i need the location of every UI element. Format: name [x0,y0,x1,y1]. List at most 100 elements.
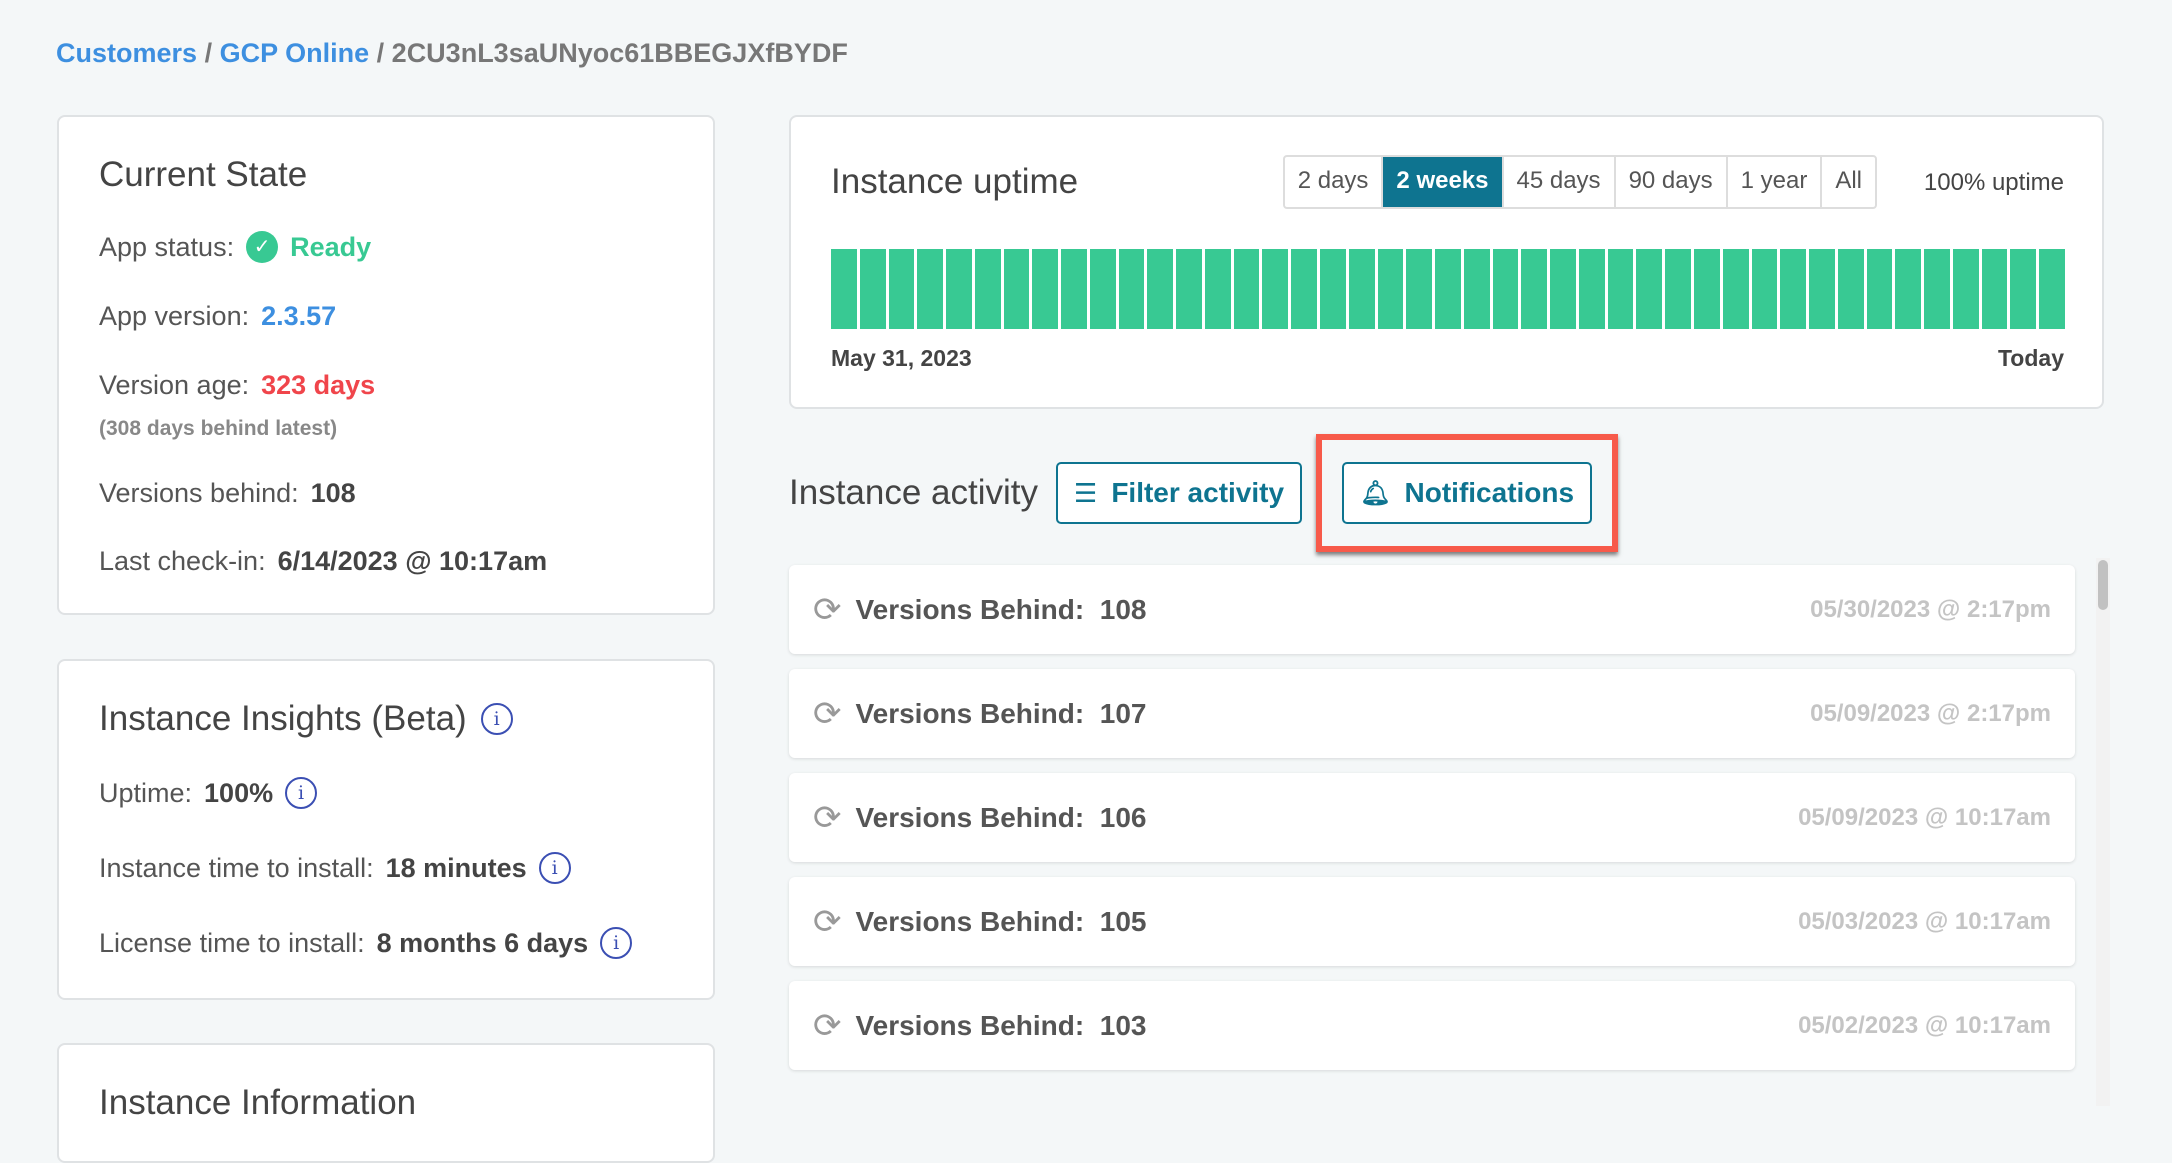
version-age-row: Version age: 323 days [99,370,375,401]
uptime-bar[interactable] [1262,249,1289,329]
uptime-bar[interactable] [1377,249,1404,329]
activity-item[interactable]: ⟳ Versions Behind: 106 05/09/2023 @ 10:17a… [789,773,2075,862]
tab-45-days[interactable]: 45 days [1504,157,1616,207]
label: License time to install: [99,927,365,958]
uptime-bar[interactable] [1952,249,1979,329]
uptime-bar[interactable] [1751,249,1778,329]
uptime-bar[interactable] [1895,249,1922,329]
activity-time: 05/09/2023 @ 10:17am [1798,803,2051,831]
uptime-bar[interactable] [1636,249,1663,329]
activity-item[interactable]: ⟳ Versions Behind: 108 05/30/2023 @ 2:17pm [789,565,2075,654]
uptime-bar[interactable] [1435,249,1461,329]
uptime-bar[interactable] [1061,249,1087,329]
tab-2-days[interactable]: 2 days [1285,157,1384,207]
notifications-button[interactable]: 🔔︎ Notifications [1342,462,1593,524]
uptime-bar[interactable] [1176,249,1202,329]
activity-item[interactable]: ⟳ Versions Behind: 105 05/03/2023 @ 10:17a… [789,877,2075,966]
tab-1-year[interactable]: 1 year [1728,157,1823,207]
bell-icon: 🔔︎ [1360,479,1391,507]
uptime-bar[interactable] [1118,249,1145,329]
tab-90-days[interactable]: 90 days [1616,157,1728,207]
label: Versions behind: [99,478,299,508]
activity-label-text: Versions Behind: [855,801,1085,833]
uptime-bar[interactable] [1348,249,1375,329]
uptime-bar[interactable] [1837,249,1864,329]
breadcrumb-app[interactable]: GCP Online [219,38,370,68]
tab-2-weeks[interactable]: 2 weeks [1383,157,1504,207]
filter-activity-button[interactable]: ☰ Filter activity [1056,462,1303,524]
uptime-bar[interactable] [888,249,915,329]
uptime-bar[interactable] [1521,249,1548,329]
uptime-bar[interactable] [1578,249,1605,329]
uptime-bar[interactable] [1550,249,1576,329]
versions-behind-value: 108 [310,478,356,508]
app-status-row: App status: ✓ Ready [99,231,371,263]
uptime-bar[interactable] [1032,249,1059,329]
card-title: Instance Insights (Beta) i [99,699,513,739]
scrollbar[interactable] [2096,558,2110,1106]
uptime-bar[interactable] [1780,249,1807,329]
sliders-icon: ☰ [1074,477,1098,508]
refresh-icon: ⟳ [813,1006,842,1045]
uptime-bar[interactable] [2010,249,2037,329]
label: Uptime: [99,777,193,808]
activity-title: Instance activity [789,473,1038,512]
instance-install-row: Instance time to install: 18 minutes i [99,852,571,884]
label: Last check-in: [99,546,266,576]
uptime-bar[interactable] [1291,249,1318,329]
uptime-bar[interactable] [946,249,972,329]
refresh-icon: ⟳ [813,590,842,629]
uptime-bar[interactable] [1607,249,1634,329]
instance-information-card: Instance Information [57,1043,715,1163]
activity-value: 107 [1099,697,1147,729]
app-version-row: App version: 2.3.57 [99,301,336,332]
breadcrumb: Customers / GCP Online / 2CU3nL3saUNyoc6… [56,38,848,69]
uptime-bar[interactable] [1003,249,1030,329]
uptime-bar[interactable] [1320,249,1346,329]
label: Version age: [99,370,250,400]
uptime-bar[interactable] [1147,249,1174,329]
uptime-bar[interactable] [1233,249,1260,329]
scrollbar-thumb[interactable] [2098,560,2108,610]
uptime-range-tabs: 2 days 2 weeks 45 days 90 days 1 year All [1282,155,1877,209]
current-state-card: Current State App status: ✓ Ready App ve… [57,115,715,615]
info-icon[interactable]: i [600,927,633,959]
breadcrumb-customers[interactable]: Customers [56,38,198,68]
activity-item[interactable]: ⟳ Versions Behind: 107 05/09/2023 @ 2:17pm [789,669,2075,758]
activity-time: 05/09/2023 @ 2:17pm [1810,699,2051,727]
info-icon[interactable]: i [480,703,513,735]
uptime-bar[interactable] [2039,249,2065,329]
button-label: Notifications [1404,477,1575,508]
versions-behind-row: Versions behind: 108 [99,478,356,509]
tab-All[interactable]: All [1835,167,1862,194]
activity-label-text: Versions Behind: [855,697,1085,729]
refresh-icon: ⟳ [813,902,842,941]
uptime-bar[interactable] [1463,249,1490,329]
last-checkin-row: Last check-in: 6/14/2023 @ 10:17am [99,546,547,577]
uptime-bar[interactable] [1866,249,1893,329]
activity-item[interactable]: ⟳ Versions Behind: 103 05/02/2023 @ 10:17a… [789,981,2075,1070]
uptime-bar[interactable] [917,249,944,329]
uptime-bar[interactable] [1089,249,1116,329]
info-icon[interactable]: i [285,777,318,809]
uptime-bar[interactable] [1492,249,1519,329]
instance-uptime-card: Instance uptime 2 days 2 weeks 45 days 90 d… [789,115,2104,409]
uptime-bar[interactable] [1924,249,1950,329]
instance-install-value: 18 minutes [385,852,527,883]
uptime-bar[interactable] [1722,249,1749,329]
activity-label-text: Versions Behind: [855,593,1085,625]
card-title: Instance Information [99,1083,417,1122]
uptime-bar[interactable] [1204,249,1231,329]
uptime-bar[interactable] [1809,249,1835,329]
uptime-bar[interactable] [859,249,886,329]
uptime-bar[interactable] [1693,249,1720,329]
uptime-bar[interactable] [1665,249,1691,329]
uptime-row: Uptime: 100% i [99,777,318,809]
uptime-bar[interactable] [1981,249,2008,329]
uptime-bar[interactable] [831,249,857,329]
breadcrumb-sep: / [204,38,213,68]
uptime-bar[interactable] [1406,249,1433,329]
activity-value: 108 [1099,593,1147,625]
uptime-bar[interactable] [974,249,1001,329]
info-icon[interactable]: i [538,852,571,884]
